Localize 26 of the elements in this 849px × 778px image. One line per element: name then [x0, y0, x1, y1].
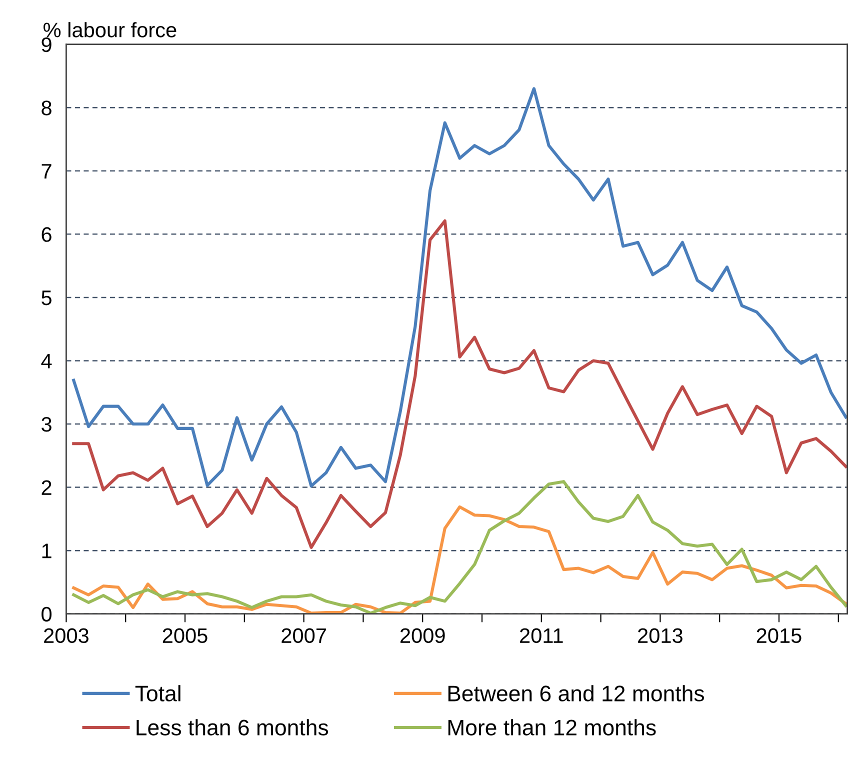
legend-label: Total: [135, 685, 180, 702]
line-series: [72, 505, 848, 614]
line-series: [72, 480, 848, 614]
x-tick-label: 2009: [400, 628, 445, 644]
y-tick-label: 5: [42, 290, 52, 306]
y-tick-label: 0: [42, 606, 52, 622]
x-tick-label: 2005: [162, 628, 208, 644]
y-tick-label: 3: [42, 417, 52, 432]
x-tick-label: 2015: [756, 628, 802, 644]
x-tick-label: 2003: [44, 628, 88, 644]
y-tick-label: 6: [42, 227, 52, 242]
y-tick-label: 8: [42, 100, 52, 116]
legend-label: Between 6 and 12 months: [448, 685, 704, 702]
x-tick-label: 2013: [638, 628, 682, 644]
y-tick-label: 4: [41, 354, 52, 368]
legend-label: More than 12 months: [448, 719, 656, 736]
y-tick-label: 9: [42, 37, 52, 52]
x-tick-label: 2007: [282, 628, 326, 644]
line-series: [72, 219, 848, 549]
x-tick-label: 2011: [520, 628, 563, 644]
y-tick-label: 2: [42, 480, 52, 495]
y-tick-label: 1: [42, 544, 52, 558]
y-tick-label: 7: [42, 164, 52, 178]
y-axis-title: % labour force: [44, 22, 176, 38]
legend-label: Less than 6 months: [136, 719, 328, 736]
line-series: [72, 87, 848, 488]
